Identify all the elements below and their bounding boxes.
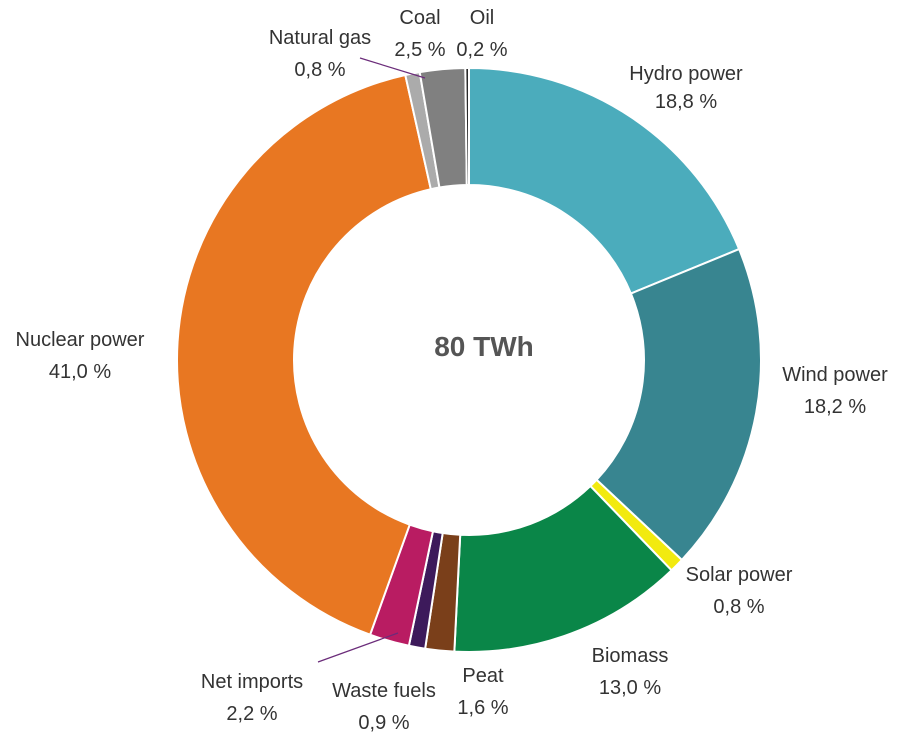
label-nuclear-power: Nuclear power xyxy=(16,329,145,351)
slice-labels: Hydro power 18,8 % Wind power 18,2 % Solar p… xyxy=(16,7,889,734)
label-natural-gas: Natural gas xyxy=(269,27,371,49)
value-label-peat: 1,6 % xyxy=(457,697,508,719)
value-label-oil: 0,2 % xyxy=(456,39,507,61)
label-waste-fuels: Waste fuels xyxy=(332,680,436,702)
value-label-nuclear-power: 41,0 % xyxy=(49,361,111,383)
label-peat: Peat xyxy=(462,665,504,687)
slice-wind-power xyxy=(595,247,762,562)
slice-oil xyxy=(464,66,470,187)
value-label-solar-power: 0,8 % xyxy=(713,596,764,618)
label-wind-power: Wind power xyxy=(782,364,888,386)
slice-nuclear-power xyxy=(176,73,433,637)
label-biomass: Biomass xyxy=(592,645,669,667)
value-label-hydro-power: 18,8 % xyxy=(655,91,717,113)
value-label-wind-power: 18,2 % xyxy=(804,396,866,418)
value-label-natural-gas: 0,8 % xyxy=(294,59,345,81)
label-oil: Oil xyxy=(470,7,494,29)
leader-line-net-imports xyxy=(317,632,399,663)
center-label: 80 TWh xyxy=(434,331,534,362)
leader-lines xyxy=(317,57,426,663)
value-label-net-imports: 2,2 % xyxy=(226,703,277,725)
leader-line-natural-gas xyxy=(359,57,426,79)
slice-hydro-power xyxy=(468,66,741,295)
label-net-imports: Net imports xyxy=(201,671,303,693)
value-label-biomass: 13,0 % xyxy=(599,677,661,699)
donut-slices xyxy=(176,66,762,653)
value-label-waste-fuels: 0,9 % xyxy=(358,712,409,734)
value-label-coal: 2,5 % xyxy=(394,39,445,61)
label-solar-power: Solar power xyxy=(686,564,793,586)
label-hydro-power: Hydro power xyxy=(629,63,743,85)
label-coal: Coal xyxy=(399,7,440,29)
